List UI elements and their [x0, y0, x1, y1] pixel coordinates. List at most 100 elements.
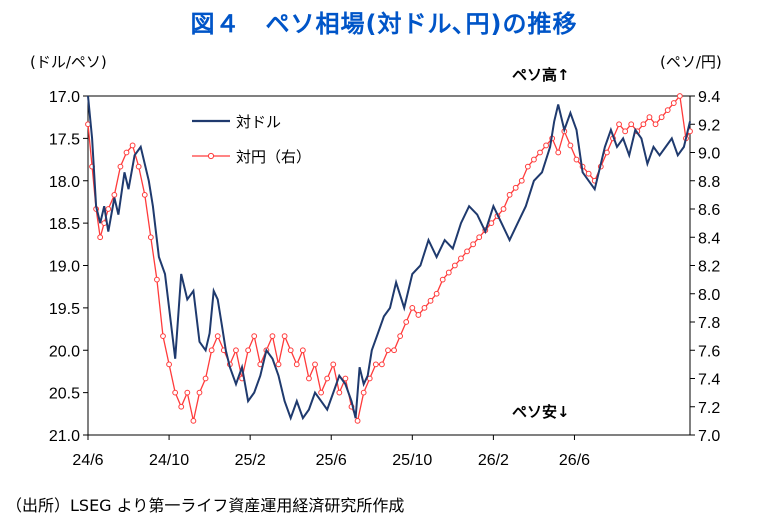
right-tick-label: 8.8 [698, 174, 720, 191]
right-tick-label: 7.0 [698, 428, 720, 445]
left-tick-label: 19.5 [49, 301, 80, 318]
series-point-jpy [275, 361, 282, 368]
series-point-jpy [543, 142, 549, 149]
series-point-jpy [537, 149, 543, 156]
series-point-jpy [421, 304, 428, 311]
series-point-jpy [129, 142, 136, 149]
series-point-jpy [342, 375, 349, 382]
right-tick-label: 9.0 [698, 146, 720, 163]
series-point-jpy [567, 142, 574, 149]
series-point-jpy [245, 347, 252, 354]
series-point-jpy [147, 234, 154, 241]
series-point-jpy [105, 206, 112, 212]
series-point-jpy [324, 375, 331, 382]
right-tick-label: 7.8 [698, 315, 720, 332]
series-point-jpy [676, 93, 683, 99]
series-point-jpy [628, 121, 635, 128]
left-tick-label: 19.0 [49, 259, 80, 276]
series-point-jpy [312, 361, 318, 368]
series-point-jpy [458, 255, 464, 262]
series-point-jpy [160, 333, 166, 340]
series-point-jpy [555, 149, 562, 156]
right-axis-label: (ペソ/円) [660, 53, 722, 71]
series-point-jpy [208, 347, 215, 354]
series-point-jpy [464, 248, 470, 255]
series-point-jpy [123, 149, 130, 156]
annotation-peso-strong: ペソ高↑ [512, 66, 570, 84]
right-tick-label: 9.4 [698, 89, 720, 106]
series-point-jpy [184, 389, 191, 396]
series-point-jpy [445, 269, 452, 276]
series-point-jpy [385, 347, 391, 354]
right-tick-label: 7.2 [698, 400, 720, 417]
left-tick-label: 18.0 [49, 174, 80, 191]
series-point-jpy [646, 114, 653, 121]
series-point-jpy [293, 361, 300, 368]
left-tick-label: 21.0 [49, 428, 80, 445]
series-point-jpy [524, 163, 531, 170]
left-tick-label: 20.5 [49, 386, 80, 403]
series-point-jpy [281, 333, 288, 340]
series-point-jpy [640, 121, 647, 128]
series-point-jpy [154, 276, 160, 283]
series-point-jpy [318, 389, 324, 396]
x-tick-label: 24/10 [149, 452, 189, 469]
series-point-jpy [670, 100, 677, 106]
series-point-jpy [141, 191, 148, 198]
series-point-jpy [178, 403, 185, 410]
annotation-peso-weak: ペソ安↓ [512, 403, 570, 421]
left-tick-label: 18.5 [49, 216, 80, 233]
series-point-jpy [336, 389, 343, 396]
series-point-jpy [379, 361, 385, 368]
chart-title: 図４ ペソ相場(対ドル､円)の推移 [190, 10, 578, 38]
series-point-jpy [391, 347, 397, 354]
series-point-jpy [403, 319, 410, 325]
series-point-jpy [622, 128, 629, 135]
series-point-jpy [451, 262, 458, 269]
series-point-jpy [658, 114, 665, 121]
x-tick-label: 25/6 [316, 452, 347, 469]
series-point-jpy [415, 312, 422, 318]
x-tick-label: 25/2 [235, 452, 266, 469]
series-point-jpy [330, 361, 337, 368]
series-point-jpy [500, 206, 507, 212]
series-point-jpy [196, 389, 203, 396]
series-point-jpy [135, 163, 142, 170]
series-point-jpy [439, 276, 446, 283]
legend-label-jpy: 対円（右） [236, 148, 311, 166]
series-point-jpy [251, 333, 258, 340]
series-point-jpy [470, 241, 477, 248]
left-axis-label: (ドル/ペソ) [30, 53, 107, 71]
left-tick-label: 17.0 [49, 89, 80, 106]
right-tick-label: 8.2 [698, 259, 720, 276]
chart: 17.0 17.5 18.0 18.5 19.0 19.5 20.0 20.5 21.0 9.4 9… [30, 53, 722, 469]
x-tick-label: 26/2 [478, 452, 509, 469]
x-tick-label: 25/10 [392, 452, 432, 469]
series-point-jpy [488, 220, 495, 227]
series-point-jpy [652, 121, 659, 128]
series-point-jpy [585, 170, 592, 177]
series-line-jpy [87, 94, 691, 424]
series-point-jpy [427, 297, 434, 304]
series-point-jpy [287, 347, 294, 354]
series-point-jpy [397, 333, 404, 340]
right-tick-label: 7.4 [698, 372, 720, 389]
series-point-jpy [166, 361, 172, 368]
plot-frame [87, 95, 691, 436]
right-tick-label: 8.4 [698, 230, 720, 247]
series-point-jpy [306, 375, 312, 382]
series-point-jpy [233, 347, 239, 354]
right-tick-label: 7.6 [698, 343, 720, 360]
series-point-jpy [616, 121, 622, 128]
series-point-jpy [202, 375, 209, 382]
right-tick-label: 9.2 [698, 117, 720, 134]
series-point-jpy [531, 156, 537, 163]
series-point-jpy [172, 389, 179, 396]
legend-marker-jpy [207, 152, 215, 160]
series-point-jpy [506, 191, 513, 198]
series-point-jpy [372, 361, 379, 368]
series-point-jpy [360, 389, 367, 396]
series-point-jpy [512, 184, 519, 191]
series-point-jpy [354, 417, 361, 424]
series-point-jpy [433, 290, 440, 297]
